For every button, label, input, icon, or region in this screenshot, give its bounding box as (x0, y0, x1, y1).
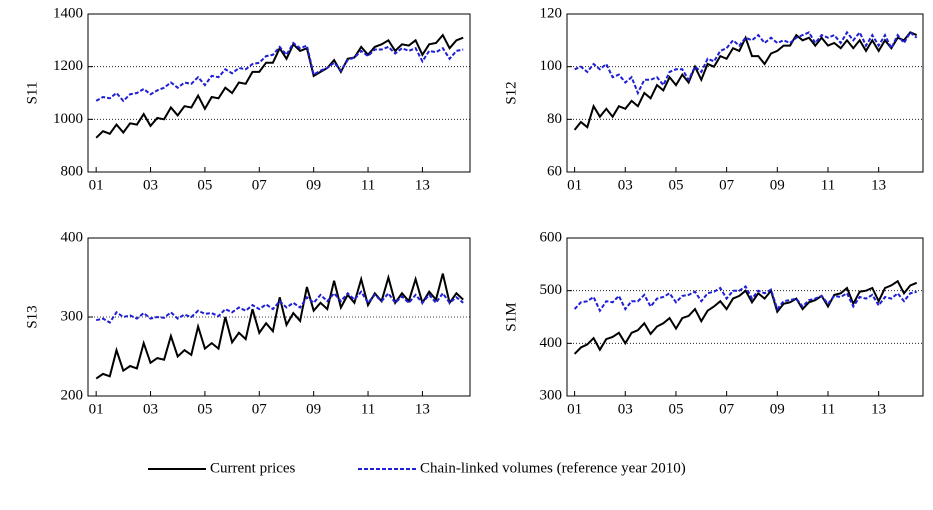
x-tick-label: 05 (197, 177, 212, 193)
series-line (574, 30, 918, 96)
y-tick-label: 300 (540, 387, 563, 403)
y-tick-label: 400 (61, 229, 84, 245)
legend-label: Current prices (210, 460, 296, 476)
x-tick-label: 03 (143, 177, 158, 193)
y-tick-label: 400 (540, 335, 563, 351)
series-line (95, 273, 464, 380)
x-tick-label: 09 (306, 401, 321, 417)
y-tick-label: 300 (61, 308, 84, 324)
y-tick-label: 100 (540, 58, 563, 74)
series-line (95, 33, 464, 139)
y-tick-label: 1200 (53, 58, 83, 74)
x-tick-label: 01 (89, 177, 104, 193)
x-tick-label: 11 (821, 177, 835, 193)
x-tick-label: 13 (415, 401, 430, 417)
series-line (95, 290, 464, 324)
series-line (573, 31, 918, 131)
y-tick-label: 1400 (53, 5, 83, 21)
y-tick-label: 120 (540, 5, 563, 21)
x-tick-label: 11 (361, 177, 375, 193)
y-tick-label: 800 (61, 163, 84, 179)
x-tick-label: 01 (567, 177, 582, 193)
x-tick-label: 03 (143, 401, 158, 417)
x-tick-label: 07 (252, 177, 268, 193)
series-line (573, 279, 918, 355)
x-tick-label: 01 (567, 401, 582, 417)
y-tick-label: 80 (547, 111, 562, 127)
x-tick-label: 09 (770, 177, 785, 193)
x-tick-label: 07 (252, 401, 268, 417)
y-axis-label: S1M (503, 302, 519, 331)
x-tick-label: 05 (197, 401, 212, 417)
plot-frame (87, 237, 471, 397)
x-tick-label: 05 (668, 401, 683, 417)
series-line (95, 41, 464, 103)
y-axis-label: S11 (24, 82, 40, 105)
x-tick-label: 09 (306, 177, 321, 193)
x-tick-label: 01 (89, 401, 104, 417)
plot-frame (566, 237, 924, 397)
x-tick-label: 13 (415, 177, 430, 193)
legend-label: Chain-linked volumes (reference year 201… (420, 460, 686, 476)
x-tick-label: 13 (871, 177, 886, 193)
y-tick-label: 1000 (53, 111, 83, 127)
y-axis-label: S12 (503, 81, 519, 104)
y-axis-label: S13 (24, 305, 40, 328)
plot-frame (87, 13, 471, 173)
x-tick-label: 07 (719, 177, 735, 193)
plot-frame (566, 13, 924, 173)
y-tick-label: 60 (547, 163, 562, 179)
x-tick-label: 09 (770, 401, 785, 417)
x-tick-label: 03 (618, 177, 633, 193)
y-tick-label: 600 (540, 229, 563, 245)
y-tick-label: 200 (61, 387, 84, 403)
y-tick-label: 500 (540, 282, 563, 298)
x-tick-label: 07 (719, 401, 735, 417)
x-tick-label: 05 (668, 177, 683, 193)
x-tick-label: 11 (361, 401, 375, 417)
x-tick-label: 11 (821, 401, 835, 417)
series-line (573, 285, 917, 313)
x-tick-label: 13 (871, 401, 886, 417)
x-tick-label: 03 (618, 401, 633, 417)
